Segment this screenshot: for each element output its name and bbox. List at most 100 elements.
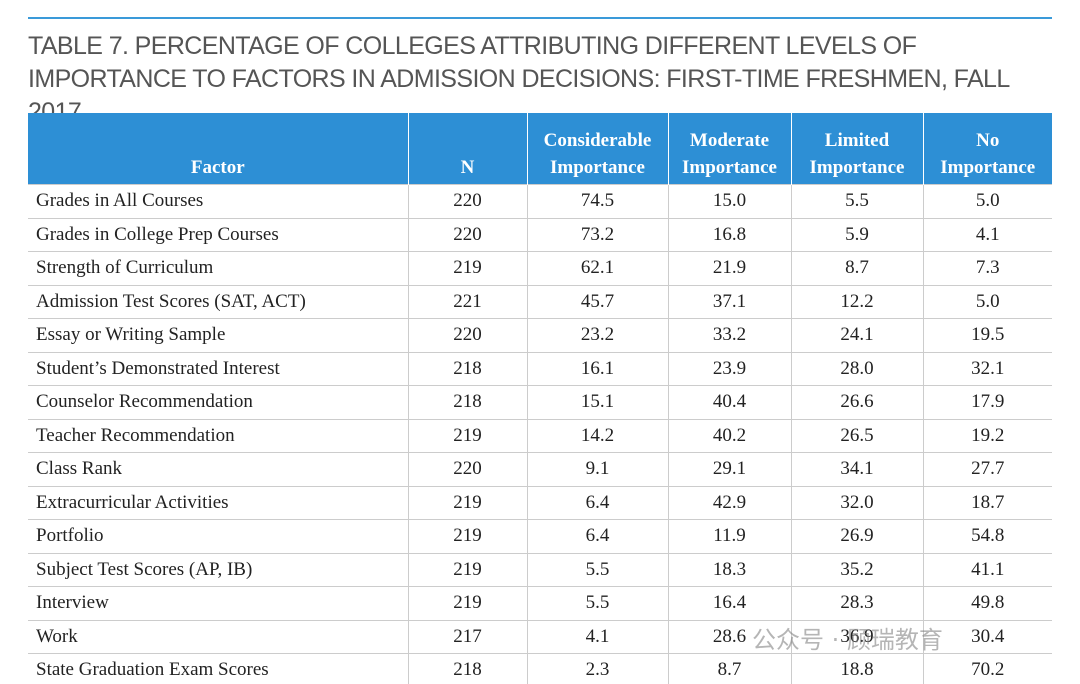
column-header: Factor bbox=[28, 113, 408, 185]
value-cell: 19.5 bbox=[922, 318, 1052, 353]
value-cell: 219 bbox=[407, 519, 528, 554]
value-cell: 70.2 bbox=[922, 653, 1052, 684]
factor-cell: Grades in College Prep Courses bbox=[28, 217, 409, 252]
value-cell: 12.2 bbox=[790, 284, 924, 319]
value-cell: 17.9 bbox=[922, 385, 1052, 420]
value-cell: 217 bbox=[407, 619, 528, 654]
factor-cell: Extracurricular Activities bbox=[28, 485, 409, 520]
value-cell: 18.7 bbox=[922, 485, 1052, 520]
value-cell: 218 bbox=[407, 351, 528, 386]
value-cell: 15.0 bbox=[667, 184, 792, 219]
factor-cell: Essay or Writing Sample bbox=[28, 318, 409, 353]
top-rule bbox=[28, 17, 1052, 19]
value-cell: 26.9 bbox=[790, 519, 924, 554]
value-cell: 26.6 bbox=[790, 385, 924, 420]
factor-cell: Counselor Recommendation bbox=[28, 385, 409, 420]
value-cell: 29.1 bbox=[667, 452, 792, 487]
table-row: Subject Test Scores (AP, IB) 219 5.5 18.3 35… bbox=[28, 552, 1052, 587]
value-cell: 26.5 bbox=[790, 418, 924, 453]
value-cell: 28.0 bbox=[790, 351, 924, 386]
column-header: Limited Importance bbox=[790, 113, 923, 185]
value-cell: 9.1 bbox=[526, 452, 669, 487]
table-row: Teacher Recommendation 219 14.2 40.2 26.5 19.… bbox=[28, 418, 1052, 453]
table-row: Interview 219 5.5 16.4 28.3 49.8 bbox=[28, 586, 1052, 621]
value-cell: 54.8 bbox=[922, 519, 1052, 554]
table-row: Counselor Recommendation 218 15.1 40.4 26.6 1… bbox=[28, 385, 1052, 420]
table-row: Work 217 4.1 28.6 36.9 30.4 bbox=[28, 619, 1052, 654]
value-cell: 23.9 bbox=[667, 351, 792, 386]
value-cell: 14.2 bbox=[526, 418, 669, 453]
column-header: No Importance bbox=[922, 113, 1052, 185]
value-cell: 219 bbox=[407, 552, 528, 587]
value-cell: 7.3 bbox=[922, 251, 1052, 286]
value-cell: 220 bbox=[407, 217, 528, 252]
value-cell: 19.2 bbox=[922, 418, 1052, 453]
value-cell: 16.1 bbox=[526, 351, 669, 386]
value-cell: 5.5 bbox=[526, 552, 669, 587]
value-cell: 62.1 bbox=[526, 251, 669, 286]
watermark: 公众号 · 顾瑞教育 bbox=[752, 626, 943, 654]
value-cell: 41.1 bbox=[922, 552, 1052, 587]
factor-cell: Portfolio bbox=[28, 519, 409, 554]
value-cell: 218 bbox=[407, 653, 528, 684]
value-cell: 221 bbox=[407, 284, 528, 319]
table-row: Student’s Demonstrated Interest 218 16.1 23… bbox=[28, 351, 1052, 386]
table-title: TABLE 7. PERCENTAGE OF COLLEGES ATTRIBUT… bbox=[28, 32, 1009, 126]
table-row: State Graduation Exam Scores 218 2.3 8.7 18.… bbox=[28, 653, 1052, 684]
value-cell: 8.7 bbox=[790, 251, 924, 286]
value-cell: 32.1 bbox=[922, 351, 1052, 386]
value-cell: 74.5 bbox=[526, 184, 669, 219]
value-cell: 219 bbox=[407, 485, 528, 520]
table-row: Strength of Curriculum 219 62.1 21.9 8.7 7.3 bbox=[28, 251, 1052, 286]
factor-cell: Strength of Curriculum bbox=[28, 251, 409, 286]
value-cell: 6.4 bbox=[526, 485, 669, 520]
value-cell: 5.9 bbox=[790, 217, 924, 252]
value-cell: 27.7 bbox=[922, 452, 1052, 487]
value-cell: 6.4 bbox=[526, 519, 669, 554]
value-cell: 28.3 bbox=[790, 586, 924, 621]
value-cell: 220 bbox=[407, 184, 528, 219]
value-cell: 28.6 bbox=[667, 619, 792, 654]
value-cell: 23.2 bbox=[526, 318, 669, 353]
value-cell: 218 bbox=[407, 385, 528, 420]
table-row: Essay or Writing Sample 220 23.2 33.2 24.1 19… bbox=[28, 318, 1052, 353]
value-cell: 49.8 bbox=[922, 586, 1052, 621]
value-cell: 32.0 bbox=[790, 485, 924, 520]
value-cell: 220 bbox=[407, 318, 528, 353]
value-cell: 45.7 bbox=[526, 284, 669, 319]
value-cell: 34.1 bbox=[790, 452, 924, 487]
column-header: Considerable Importance bbox=[526, 113, 668, 185]
value-cell: 24.1 bbox=[790, 318, 924, 353]
value-cell: 5.5 bbox=[790, 184, 924, 219]
value-cell: 73.2 bbox=[526, 217, 669, 252]
value-cell: 219 bbox=[407, 418, 528, 453]
table-row: Class Rank 220 9.1 29.1 34.1 27.7 bbox=[28, 452, 1052, 487]
value-cell: 42.9 bbox=[667, 485, 792, 520]
factor-cell: Grades in All Courses bbox=[28, 184, 409, 219]
value-cell: 4.1 bbox=[526, 619, 669, 654]
table-row: Admission Test Scores (SAT, ACT) 221 45.7 3… bbox=[28, 284, 1052, 319]
value-cell: 33.2 bbox=[667, 318, 792, 353]
value-cell: 219 bbox=[407, 586, 528, 621]
factor-cell: Teacher Recommendation bbox=[28, 418, 409, 453]
value-cell: 37.1 bbox=[667, 284, 792, 319]
value-cell: 18.3 bbox=[667, 552, 792, 587]
value-cell: 220 bbox=[407, 452, 528, 487]
header-row: Factor N Considerable Importance Moderate I… bbox=[28, 113, 1052, 185]
table-row: Grades in All Courses 220 74.5 15.0 5.5 5.0 bbox=[28, 184, 1052, 219]
value-cell: 8.7 bbox=[667, 653, 792, 684]
factor-cell: Student’s Demonstrated Interest bbox=[28, 351, 409, 386]
factor-cell: Admission Test Scores (SAT, ACT) bbox=[28, 284, 409, 319]
value-cell: 5.5 bbox=[526, 586, 669, 621]
value-cell: 5.0 bbox=[922, 184, 1052, 219]
value-cell: 2.3 bbox=[526, 653, 669, 684]
value-cell: 15.1 bbox=[526, 385, 669, 420]
value-cell: 21.9 bbox=[667, 251, 792, 286]
table-row: Grades in College Prep Courses 220 73.2 16.… bbox=[28, 217, 1052, 252]
factor-cell: Interview bbox=[28, 586, 409, 621]
value-cell: 40.4 bbox=[667, 385, 792, 420]
column-header: N bbox=[407, 113, 527, 185]
value-cell: 4.1 bbox=[922, 217, 1052, 252]
factor-cell: Subject Test Scores (AP, IB) bbox=[28, 552, 409, 587]
value-cell: 40.2 bbox=[667, 418, 792, 453]
